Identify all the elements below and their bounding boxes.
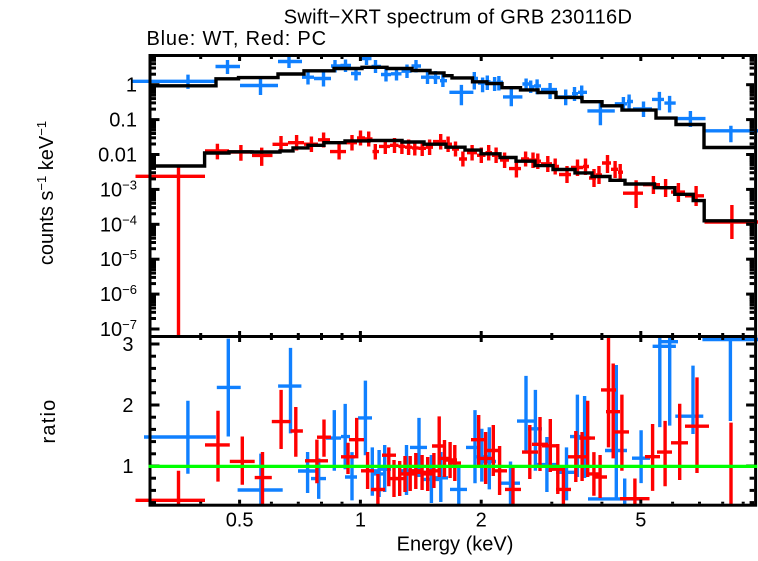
svg-text:0.01: 0.01 (98, 145, 137, 167)
svg-text:Blue: WT, Red: PC: Blue: WT, Red: PC (147, 28, 327, 50)
svg-text:3: 3 (122, 334, 133, 356)
svg-text:2: 2 (476, 510, 487, 532)
svg-text:1: 1 (126, 75, 137, 97)
svg-text:2: 2 (122, 395, 133, 417)
svg-text:1: 1 (122, 456, 133, 478)
svg-text:1: 1 (355, 510, 366, 532)
svg-text:Energy (keV): Energy (keV) (397, 534, 514, 556)
svg-text:0.5: 0.5 (226, 510, 254, 532)
svg-text:counts s−1 keV−1: counts s−1 keV−1 (34, 121, 58, 265)
svg-text:ratio: ratio (38, 399, 60, 444)
svg-text:0.1: 0.1 (109, 110, 137, 132)
svg-text:5: 5 (635, 510, 646, 532)
svg-text:Swift−XRT spectrum of GRB 2301: Swift−XRT spectrum of GRB 230116D (284, 7, 632, 29)
